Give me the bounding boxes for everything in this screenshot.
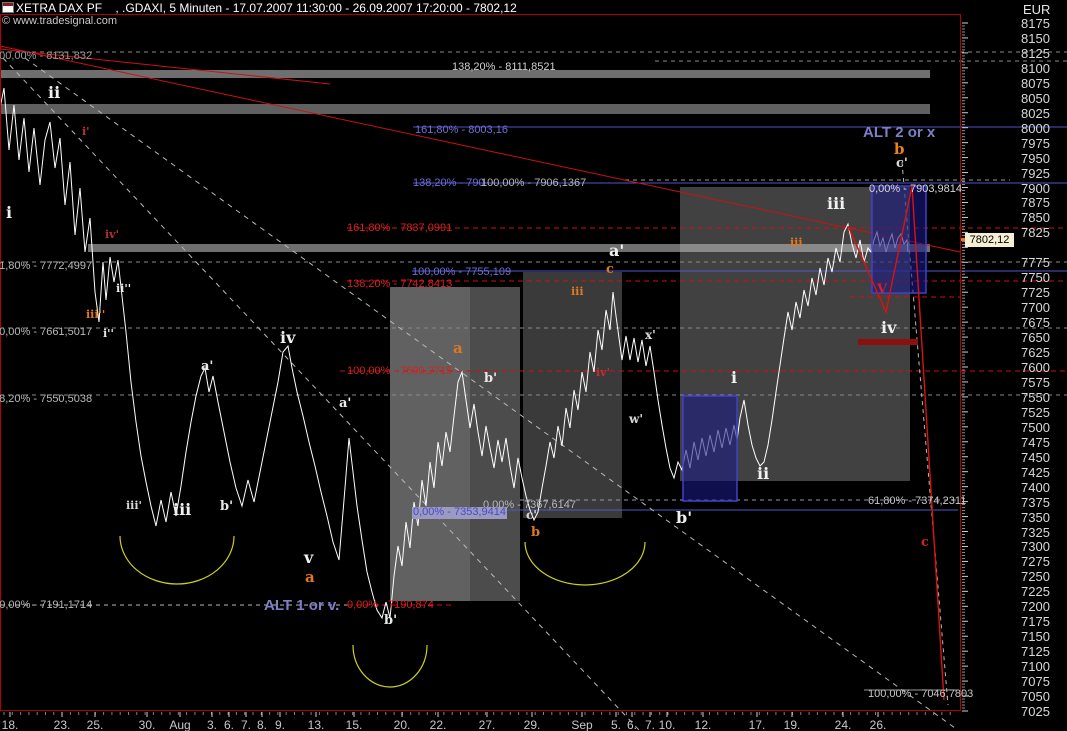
wave-arc[interactable] bbox=[352, 644, 428, 688]
wave-arc[interactable] bbox=[119, 535, 235, 585]
trend-line[interactable] bbox=[0, 45, 961, 253]
copyright-label: © www.tradesignal.com bbox=[2, 15, 118, 27]
fib-band[interactable] bbox=[0, 70, 930, 78]
last-price-tick bbox=[961, 238, 965, 241]
chart-title: XETRA DAX PF , .GDAXI, 5 Minuten - 17.07… bbox=[16, 1, 517, 15]
projection-zigzag-line[interactable] bbox=[847, 185, 945, 701]
currency-label: EUR bbox=[1023, 2, 1051, 17]
dashed-trend-line[interactable] bbox=[2, 57, 641, 731]
fib-band[interactable] bbox=[0, 104, 930, 114]
wave-iv-marker-bar[interactable] bbox=[858, 339, 918, 345]
dashed-trend-line[interactable] bbox=[24, 57, 956, 729]
last-price-badge: 7802,12 bbox=[965, 233, 1014, 247]
trend-line[interactable] bbox=[0, 48, 331, 85]
plot-frame bbox=[0, 14, 961, 711]
highlight-box[interactable] bbox=[871, 185, 927, 294]
window-icon bbox=[2, 2, 14, 13]
wave-arc[interactable] bbox=[524, 541, 646, 586]
fib-band[interactable] bbox=[88, 244, 930, 252]
shaded-zone-box[interactable] bbox=[390, 287, 470, 601]
highlight-box[interactable] bbox=[682, 395, 738, 502]
price-line bbox=[0, 87, 909, 620]
